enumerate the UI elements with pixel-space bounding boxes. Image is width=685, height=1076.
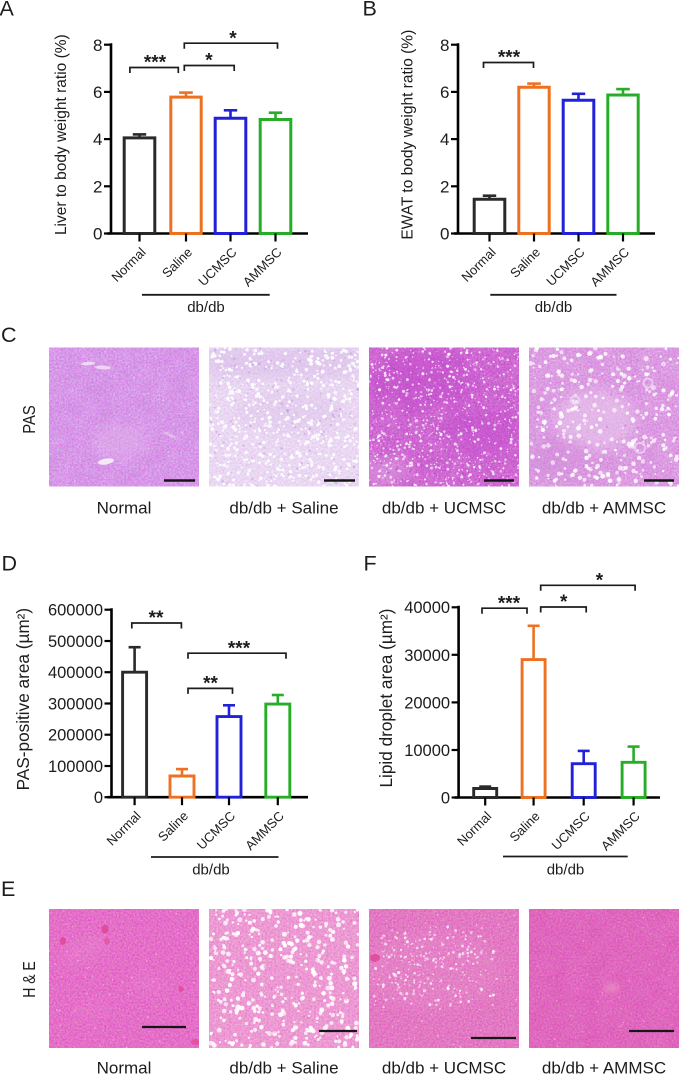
svg-text:**: ** <box>149 608 164 629</box>
svg-text:A: A <box>0 0 15 20</box>
svg-text:*: * <box>205 51 213 72</box>
svg-text:***: *** <box>498 48 521 69</box>
svg-text:db/db: db/db <box>192 862 230 879</box>
svg-text:0: 0 <box>93 225 102 244</box>
svg-text:db/db: db/db <box>535 299 573 316</box>
svg-text:PAS-positive area (µm²): PAS-positive area (µm²) <box>13 608 33 790</box>
svg-text:EWAT to body weight ratio (%): EWAT to body weight ratio (%) <box>400 30 417 240</box>
svg-text:AMMSC: AMMSC <box>240 245 285 290</box>
svg-text:2: 2 <box>93 177 102 196</box>
svg-text:4: 4 <box>440 130 449 149</box>
svg-text:Lipid droplet area (µm²): Lipid droplet area (µm²) <box>376 609 396 788</box>
svg-text:Normal: Normal <box>103 808 143 848</box>
svg-text:**: ** <box>203 674 218 695</box>
svg-text:PAS: PAS <box>19 405 39 434</box>
svg-text:300000: 300000 <box>48 695 103 713</box>
svg-text:B: B <box>363 0 377 20</box>
svg-text:4: 4 <box>93 130 102 149</box>
svg-text:30000: 30000 <box>404 647 450 665</box>
svg-text:AMMSC: AMMSC <box>242 808 287 853</box>
svg-text:6: 6 <box>93 83 102 102</box>
svg-text:6: 6 <box>440 83 449 102</box>
svg-text:8: 8 <box>93 36 102 55</box>
svg-text:500000: 500000 <box>48 633 103 651</box>
svg-text:Normal: Normal <box>97 499 152 518</box>
svg-text:H & E: H & E <box>19 961 39 998</box>
svg-text:db/db + Saline: db/db + Saline <box>229 1059 338 1076</box>
svg-text:200000: 200000 <box>48 727 103 745</box>
svg-text:2: 2 <box>440 177 449 196</box>
svg-text:0: 0 <box>440 225 449 244</box>
svg-text:Normal: Normal <box>97 1059 152 1076</box>
svg-text:Liver to body weight ratio (%): Liver to body weight ratio (%) <box>53 34 70 235</box>
svg-text:40000: 40000 <box>404 599 450 617</box>
svg-text:0: 0 <box>441 789 450 807</box>
svg-text:F: F <box>364 552 377 576</box>
svg-text:10000: 10000 <box>404 742 450 760</box>
svg-text:C: C <box>1 323 17 347</box>
svg-text:D: D <box>2 552 18 576</box>
svg-text:db/db + UCMSC: db/db + UCMSC <box>382 1059 506 1076</box>
svg-text:E: E <box>1 877 15 901</box>
svg-text:*: * <box>596 571 604 592</box>
svg-text:***: *** <box>498 593 521 614</box>
svg-text:AMMSC: AMMSC <box>598 809 643 854</box>
svg-text:db/db + AMMSC: db/db + AMMSC <box>542 1059 666 1076</box>
svg-text:8: 8 <box>440 36 449 55</box>
svg-text:AMMSC: AMMSC <box>587 245 632 290</box>
svg-text:***: *** <box>228 638 251 659</box>
svg-text:Saline: Saline <box>507 245 543 281</box>
svg-text:***: *** <box>144 53 167 74</box>
svg-text:*: * <box>560 592 568 613</box>
svg-text:400000: 400000 <box>48 664 103 682</box>
svg-text:20000: 20000 <box>404 694 450 712</box>
svg-text:Normal: Normal <box>108 244 148 284</box>
svg-text:100000: 100000 <box>48 758 103 776</box>
svg-text:*: * <box>229 28 237 49</box>
svg-text:0: 0 <box>94 789 103 807</box>
svg-text:db/db + UCMSC: db/db + UCMSC <box>382 499 506 518</box>
svg-text:600000: 600000 <box>48 602 103 620</box>
svg-text:Normal: Normal <box>454 808 494 848</box>
svg-text:Normal: Normal <box>458 244 498 284</box>
svg-text:db/db: db/db <box>187 299 225 316</box>
svg-text:UCMSC: UCMSC <box>195 245 239 289</box>
svg-text:UCMSC: UCMSC <box>543 245 587 289</box>
svg-text:Saline: Saline <box>159 245 195 281</box>
svg-text:db/db + AMMSC: db/db + AMMSC <box>542 499 666 518</box>
svg-text:db/db + Saline: db/db + Saline <box>229 499 338 518</box>
svg-text:UCMSC: UCMSC <box>549 809 593 853</box>
svg-text:db/db: db/db <box>547 862 585 879</box>
svg-text:Saline: Saline <box>155 808 191 844</box>
svg-text:UCMSC: UCMSC <box>194 808 238 852</box>
svg-text:Saline: Saline <box>507 809 543 845</box>
